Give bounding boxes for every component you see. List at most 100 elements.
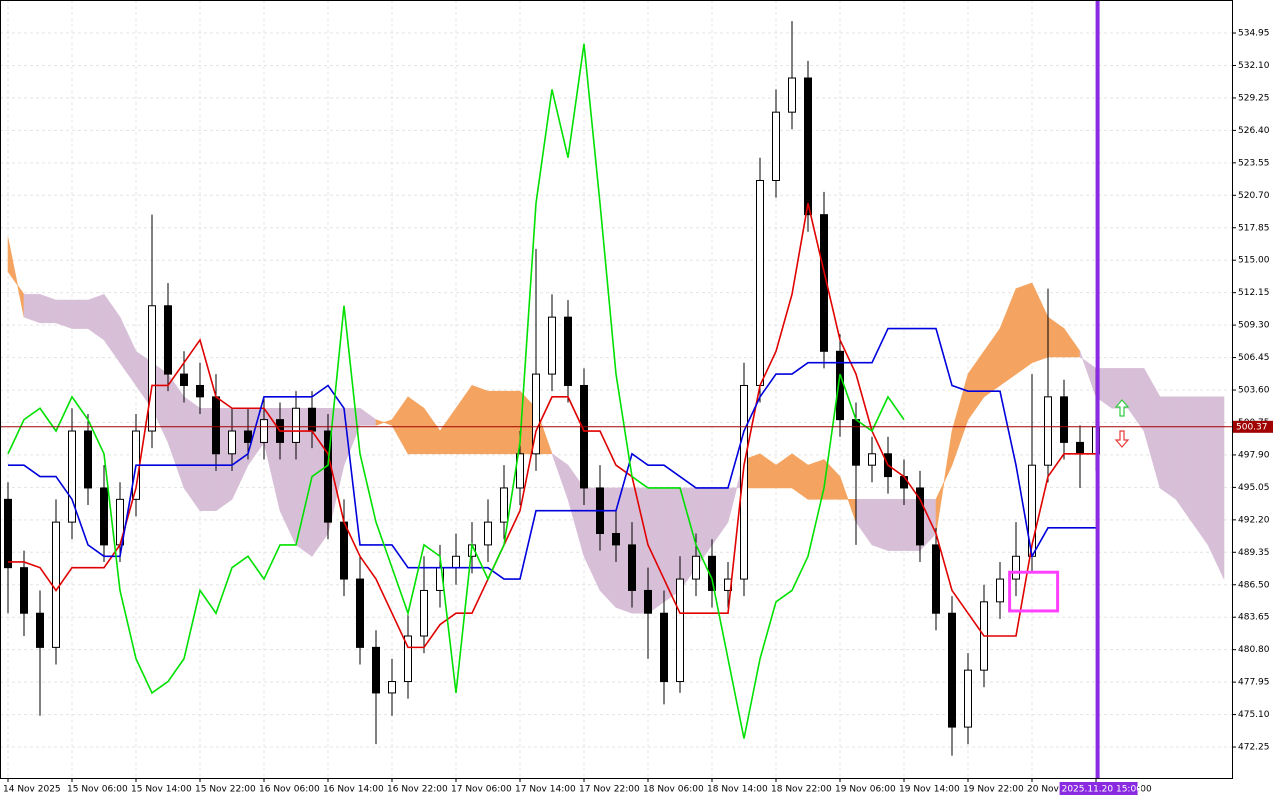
candle-body bbox=[692, 555, 700, 580]
candle-body bbox=[372, 646, 380, 694]
y-tick-label: 486.50 bbox=[1238, 580, 1270, 590]
candle-body bbox=[148, 305, 156, 432]
candle-body bbox=[212, 396, 220, 455]
candle-body bbox=[1060, 396, 1068, 443]
candle-body bbox=[420, 589, 428, 637]
candle-body bbox=[740, 384, 748, 580]
x-tick-label: 18 Nov 14:00 bbox=[707, 785, 768, 795]
price-tag-label: 500.37 bbox=[1236, 422, 1268, 432]
x-tick-label: 15 Nov 06:00 bbox=[67, 785, 128, 795]
candle-body bbox=[932, 544, 940, 614]
y-tick-label: 517.85 bbox=[1238, 223, 1270, 233]
candle-body bbox=[452, 555, 460, 569]
candle-body bbox=[868, 453, 876, 466]
candle-body bbox=[660, 612, 668, 683]
y-tick-label: 495.05 bbox=[1238, 483, 1270, 493]
candle-body bbox=[340, 521, 348, 580]
candle-body bbox=[164, 305, 172, 375]
marker-tag bbox=[1059, 782, 1138, 795]
candle-body bbox=[500, 487, 508, 523]
indicator-line bbox=[8, 203, 1096, 649]
candle-body bbox=[388, 681, 396, 694]
cloud-segment bbox=[503, 390, 521, 455]
candle-body bbox=[324, 430, 332, 523]
candle-body bbox=[996, 578, 1004, 603]
x-tick-label: 15 Nov 22:00 bbox=[195, 785, 256, 795]
x-tick-label: 17 Nov 06:00 bbox=[451, 785, 512, 795]
candle-body bbox=[564, 316, 572, 386]
candle-body bbox=[4, 498, 12, 569]
candle-body bbox=[836, 350, 844, 421]
candle-body bbox=[84, 430, 92, 489]
candle-body bbox=[180, 373, 188, 386]
candle-body bbox=[820, 214, 828, 352]
y-tick-label: 480.80 bbox=[1238, 645, 1270, 655]
candle-body bbox=[484, 521, 492, 546]
candle-body bbox=[532, 373, 540, 455]
y-tick-label: 520.70 bbox=[1238, 191, 1270, 201]
y-tick-label: 483.65 bbox=[1238, 613, 1270, 623]
y-tick-label: 475.10 bbox=[1238, 710, 1270, 720]
y-tick-label: 503.60 bbox=[1238, 386, 1270, 396]
cloud-segment bbox=[1191, 396, 1209, 546]
y-tick-label: 526.40 bbox=[1238, 126, 1270, 136]
candle-body bbox=[628, 544, 636, 591]
y-tick-label: 472.25 bbox=[1238, 743, 1270, 753]
x-tick-label: 20 Nov 06:00 bbox=[1027, 785, 1088, 795]
x-tick-label: 19 Nov 22:00 bbox=[963, 785, 1024, 795]
candle-body bbox=[228, 430, 236, 455]
plot-border bbox=[0, 0, 1233, 779]
indicator-line bbox=[7, 43, 905, 739]
candle-body bbox=[292, 407, 300, 443]
x-tick-label: 16 Nov 14:00 bbox=[323, 785, 384, 795]
candle-body bbox=[964, 669, 972, 728]
candle-body bbox=[196, 384, 204, 398]
signal-arrows bbox=[1114, 399, 1130, 448]
cloud-segment bbox=[1207, 396, 1225, 580]
cloud-segment bbox=[487, 390, 505, 455]
y-tick-label: 489.35 bbox=[1238, 548, 1270, 558]
candle-body bbox=[788, 77, 796, 113]
candle-body bbox=[948, 612, 956, 728]
y-tick-label: 534.95 bbox=[1238, 29, 1270, 39]
candle-body bbox=[612, 533, 620, 546]
candle-body bbox=[68, 430, 76, 523]
candle-body bbox=[756, 179, 764, 386]
x-tick-label: 16 Nov 06:00 bbox=[259, 785, 320, 795]
cloud-segment bbox=[471, 385, 489, 455]
candle-body bbox=[308, 407, 316, 432]
cloud-segment bbox=[71, 299, 89, 329]
candle-body bbox=[260, 419, 268, 443]
indicator-line bbox=[8, 327, 1096, 580]
candle-body bbox=[548, 316, 556, 375]
candle-body bbox=[1076, 441, 1084, 455]
x-tick-label: 17 Nov 14:00 bbox=[515, 785, 576, 795]
sell-arrow bbox=[1114, 430, 1130, 448]
candle-body bbox=[36, 612, 44, 648]
y-tick-label: 529.25 bbox=[1238, 93, 1270, 103]
candle-body bbox=[356, 578, 364, 648]
highlight-box bbox=[1008, 570, 1060, 613]
candle-body bbox=[804, 77, 812, 216]
y-tick-label: 497.90 bbox=[1238, 450, 1270, 460]
y-tick-label: 532.10 bbox=[1238, 61, 1270, 71]
marker-tag-label: 2025.11.20 15:00 bbox=[1062, 785, 1143, 795]
y-tick-label: 515.00 bbox=[1238, 256, 1270, 266]
x-tick-label: 16 Nov 22:00 bbox=[387, 785, 448, 795]
cloud-segment bbox=[807, 459, 825, 500]
candle-body bbox=[900, 476, 908, 489]
cloud-segment bbox=[871, 499, 889, 552]
x-tick-label: 18 Nov 06:00 bbox=[643, 785, 704, 795]
cloud-segment bbox=[887, 499, 905, 551]
x-tick-label: 19 Nov 14:00 bbox=[899, 785, 960, 795]
candle-body bbox=[1044, 396, 1052, 466]
candle-body bbox=[916, 487, 924, 546]
cloud-segment bbox=[1159, 396, 1177, 500]
candle-body bbox=[580, 384, 588, 489]
y-tick-label: 506.45 bbox=[1238, 353, 1270, 363]
x-tick-label: 17 Nov 22:00 bbox=[579, 785, 640, 795]
x-tick-label: 15 Nov 14:00 bbox=[131, 785, 192, 795]
buy-arrow bbox=[1114, 399, 1130, 417]
